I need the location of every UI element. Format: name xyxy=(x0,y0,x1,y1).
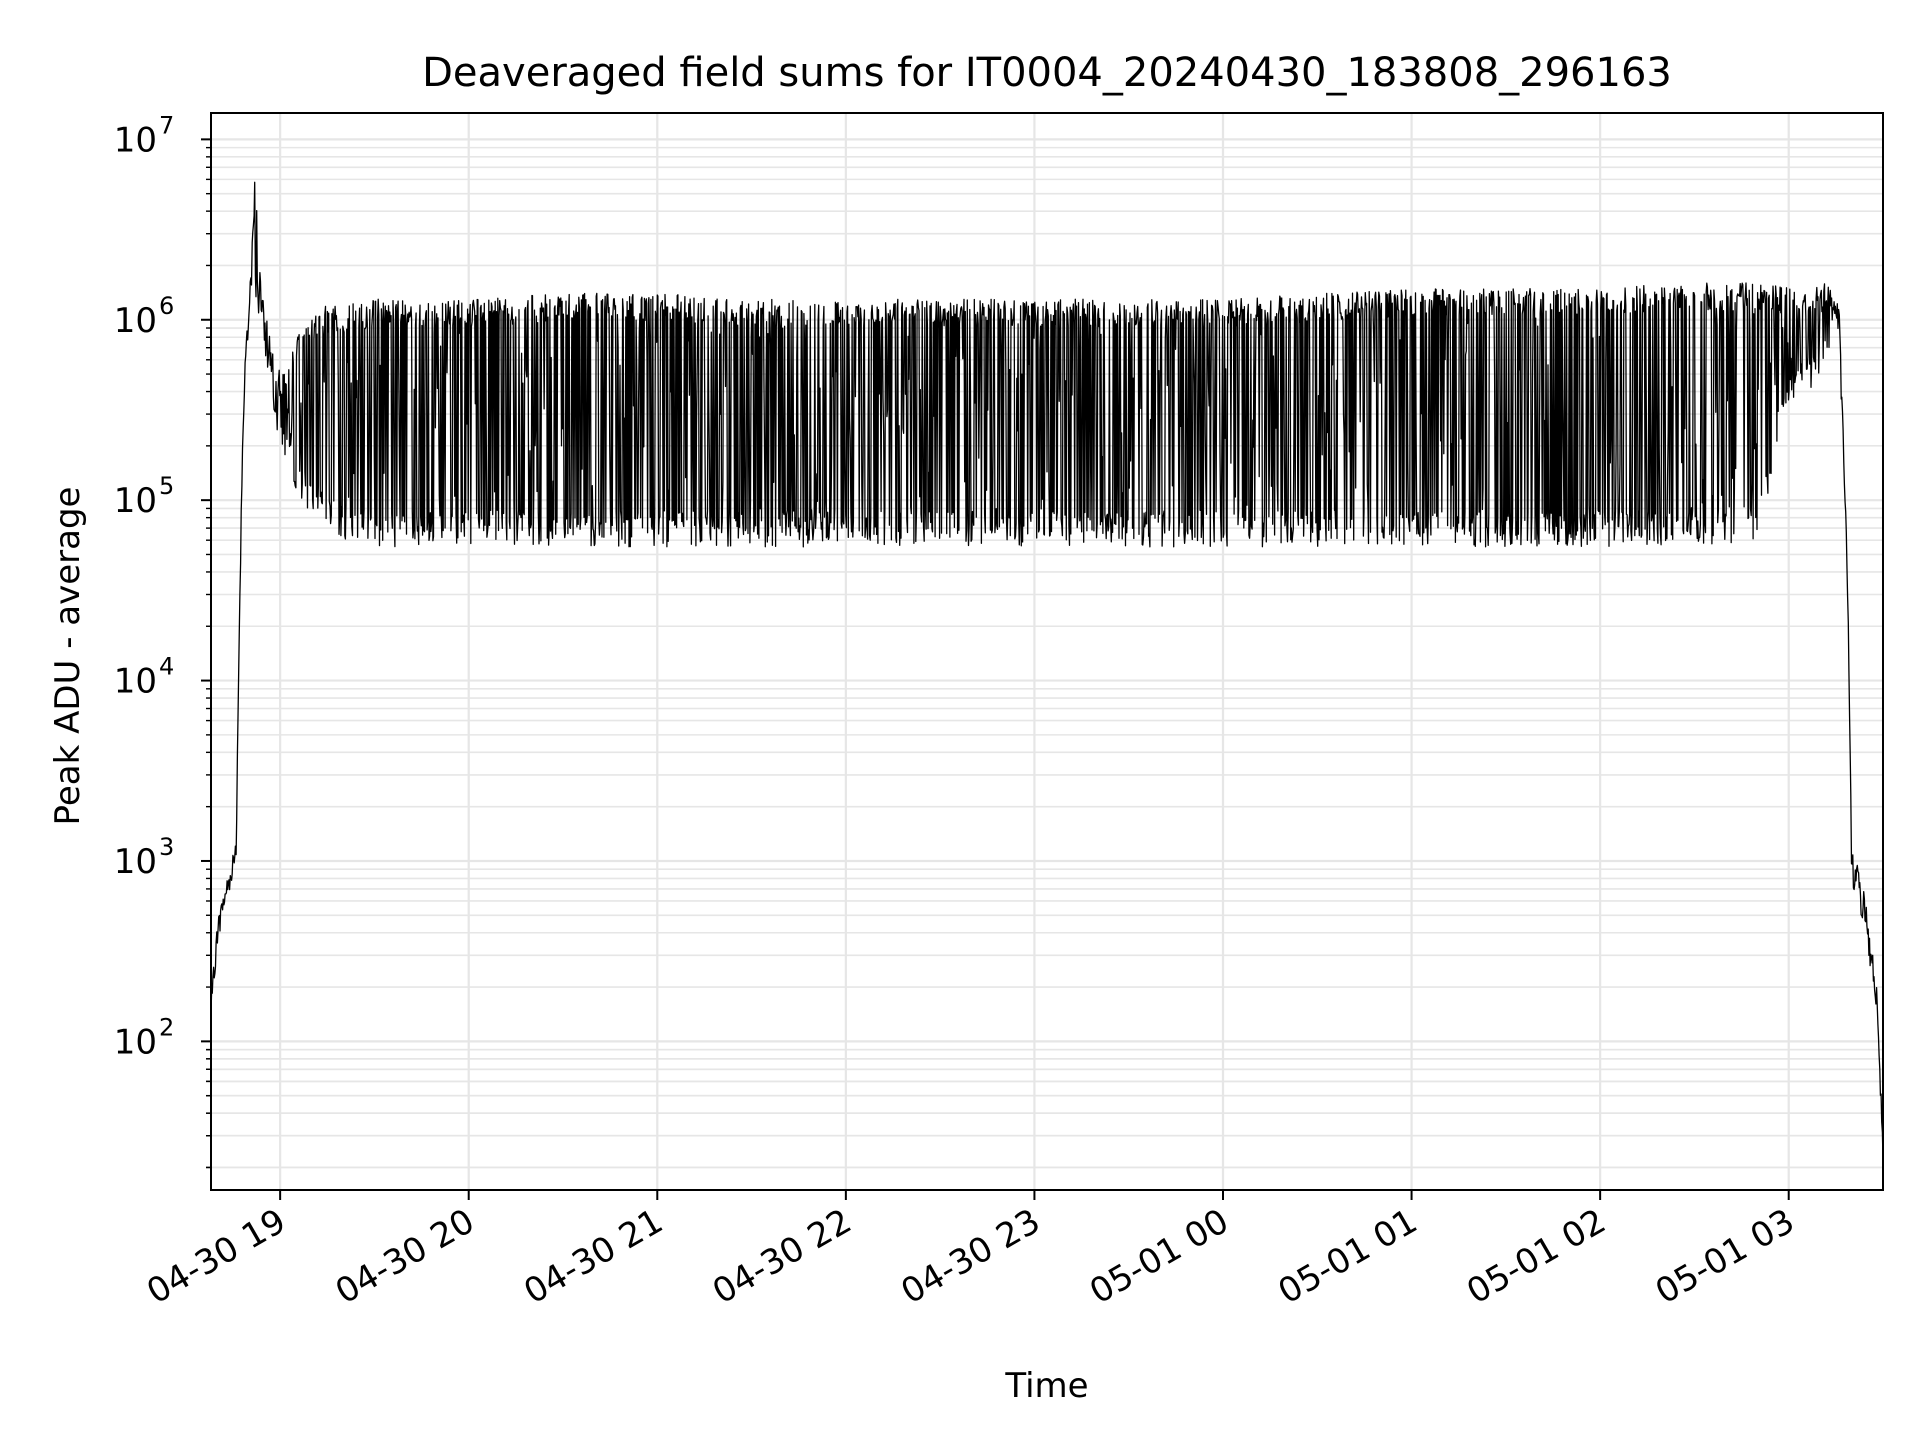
y-tick-base: 10 xyxy=(114,481,157,521)
y-tick-label: 10 xyxy=(114,120,157,160)
plot-frame xyxy=(210,112,1884,1191)
y-tick-exponent: 6 xyxy=(159,292,174,320)
y-tick-label: 10 xyxy=(114,1022,157,1062)
y-tick-label: 10 xyxy=(114,301,157,341)
y-tick-exponent: 4 xyxy=(159,653,174,681)
chart-title: Deaveraged field sums for IT0004_2024043… xyxy=(422,50,1672,96)
y-tick-exponent: 2 xyxy=(159,1013,174,1041)
y-axis-label: Peak ADU - average xyxy=(48,487,88,826)
data-series xyxy=(210,181,1884,1162)
y-tick-base: 10 xyxy=(114,662,157,702)
series-line xyxy=(210,181,1884,1162)
y-tick-exponent: 5 xyxy=(159,472,174,500)
y-tick-base: 10 xyxy=(114,301,157,341)
y-tick-base: 10 xyxy=(114,120,157,160)
y-tick-label: 10 xyxy=(114,842,157,882)
y-tick-exponent: 7 xyxy=(159,111,174,139)
y-tick-base: 10 xyxy=(114,842,157,882)
y-tick-label: 10 xyxy=(114,481,157,521)
x-axis-label: Time xyxy=(1004,1366,1088,1406)
y-tick-label: 10 xyxy=(114,662,157,702)
y-tick-base: 10 xyxy=(114,1022,157,1062)
y-tick-exponent: 3 xyxy=(159,833,174,861)
